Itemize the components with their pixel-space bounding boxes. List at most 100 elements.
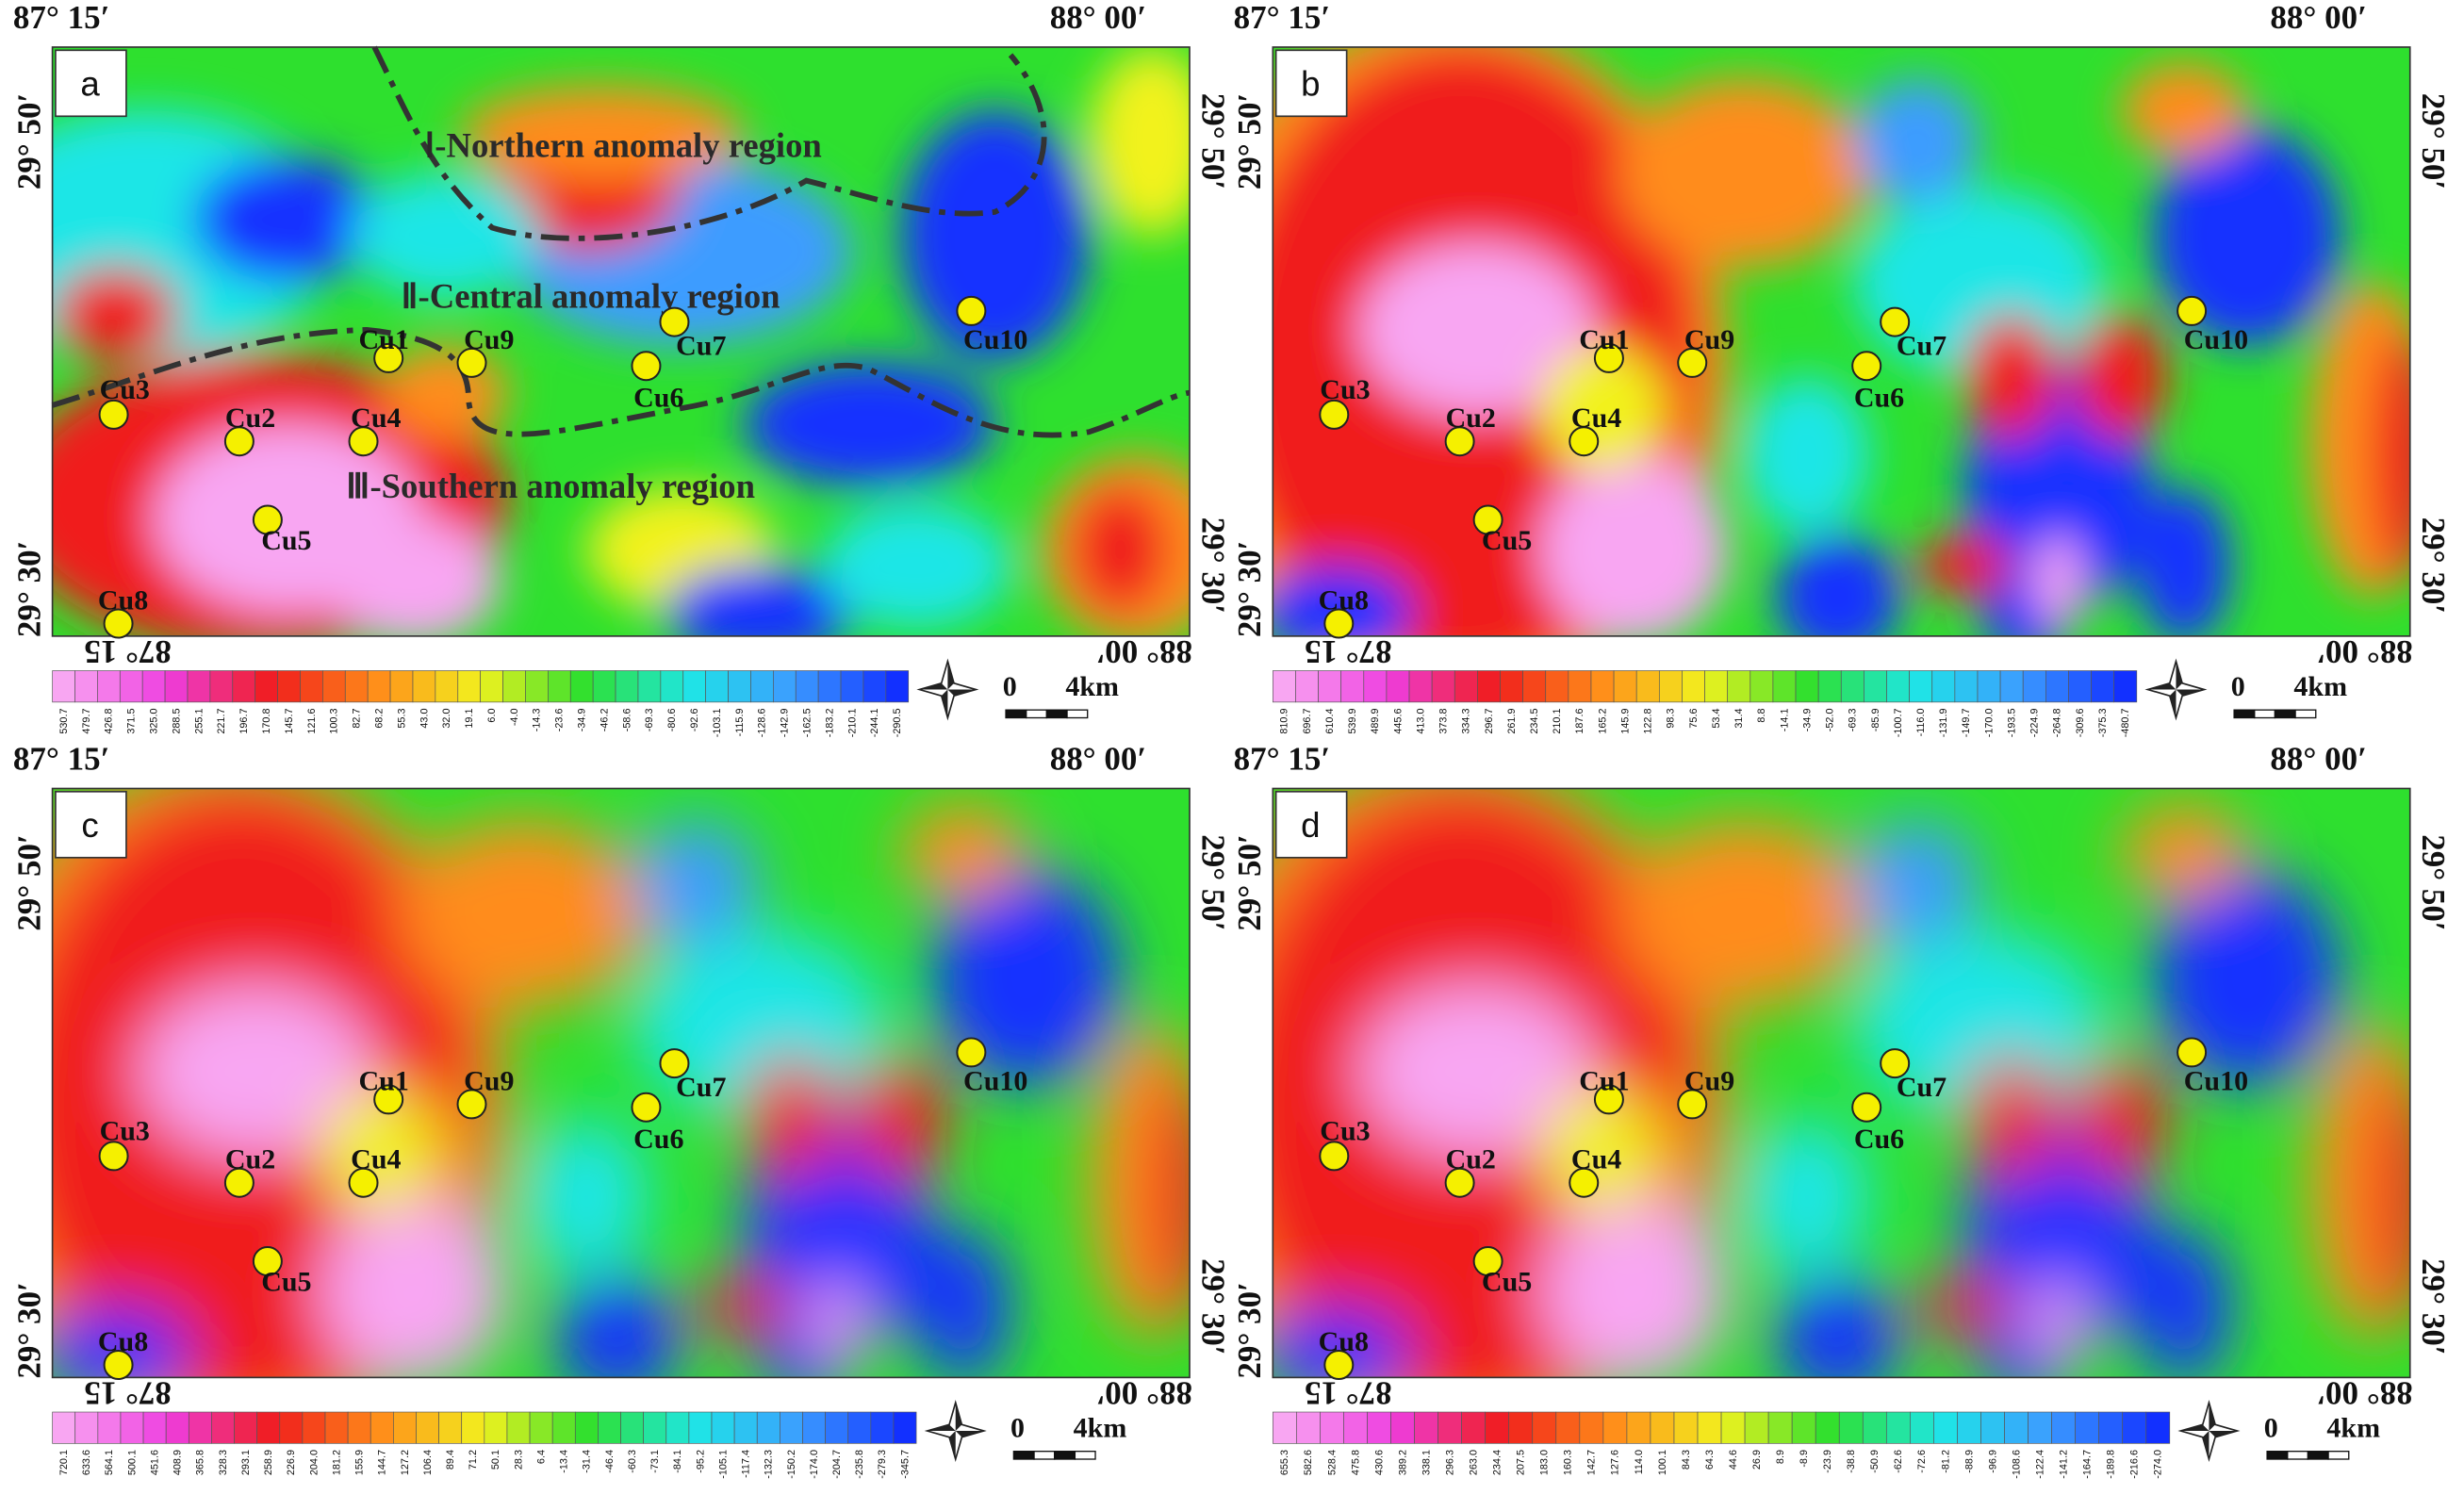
colorbar-swatch <box>1363 670 1388 703</box>
colorbar-label: 98.3 <box>1666 709 1677 729</box>
colorbar-swatch <box>1477 670 1501 703</box>
anomaly-blob <box>1539 1196 1729 1378</box>
deposit-label: Cu6 <box>633 383 683 414</box>
deposit-marker <box>1472 1246 1503 1277</box>
deposit-label: Cu10 <box>2184 324 2248 355</box>
colorbar-swatch <box>1272 670 1296 703</box>
colorbar-label: 196.7 <box>238 709 250 734</box>
colorbar-swatch <box>370 1411 394 1444</box>
scale-bar <box>1026 709 1048 719</box>
colorbar-swatch <box>1704 670 1729 703</box>
colorbar-swatch <box>643 1411 667 1444</box>
colorbar-swatch <box>1626 1411 1651 1444</box>
colorbar-swatch <box>1886 670 1910 703</box>
colorbar-label: -189.8 <box>2106 1450 2117 1479</box>
scale-bar <box>2327 1451 2350 1460</box>
colorbar-label: -131.9 <box>1938 709 1949 738</box>
deposit-label: Cu4 <box>351 1144 401 1175</box>
deposit-label: Cu6 <box>1854 383 1904 414</box>
north-arrow <box>2144 658 2208 721</box>
deposit-marker <box>1569 1167 1600 1198</box>
coord-label: 88° 00′ <box>1050 740 1147 777</box>
anomaly-field <box>52 47 1191 636</box>
colorbar-swatch <box>1954 670 1979 703</box>
region-label: Ⅱ-Central anomaly region <box>402 277 780 316</box>
colorbar-label: 55.3 <box>396 709 407 729</box>
colorbar-swatch <box>120 1411 144 1444</box>
colorbar-label: 68.2 <box>373 709 385 729</box>
colorbar-swatch <box>367 670 391 703</box>
colorbar-swatch <box>705 670 729 703</box>
colorbar-label: 181.2 <box>331 1450 342 1475</box>
deposit-label: Cu6 <box>633 1124 683 1155</box>
colorbar-label: 720.1 <box>58 1450 70 1475</box>
colorbar-label: -309.6 <box>2075 709 2086 738</box>
colorbar-label: -34.9 <box>577 709 588 732</box>
scale-bar <box>1033 1451 1056 1460</box>
colorbar-swatch <box>1590 670 1615 703</box>
deposit-label: Cu3 <box>100 374 150 405</box>
colorbar-swatch <box>1485 1411 1510 1444</box>
deposit-marker <box>348 426 379 457</box>
deposit-label: Cu1 <box>359 324 409 355</box>
deposit-marker <box>103 608 134 639</box>
colorbar-swatch <box>1658 670 1683 703</box>
colorbar-label: -88.9 <box>1963 1450 1975 1473</box>
scale-bar <box>1066 709 1089 719</box>
deposit-marker <box>1593 342 1624 373</box>
colorbar-swatch <box>164 670 189 703</box>
colorbar-label: 170.8 <box>261 709 272 734</box>
colorbar-label: -81.2 <box>1940 1450 1951 1473</box>
colorbar-label: -50.9 <box>1869 1450 1881 1473</box>
colorbar-swatch <box>1864 670 1887 703</box>
colorbar-label: -279.3 <box>877 1450 888 1479</box>
colorbar-label: -480.7 <box>2120 709 2131 738</box>
anomaly-blob <box>319 1196 508 1378</box>
scale-label: 4km <box>2293 671 2347 702</box>
deposit-label: Cu2 <box>225 402 275 434</box>
colorbar-swatch <box>416 1411 439 1444</box>
colorbar-label: 530.7 <box>58 709 70 734</box>
colorbar-swatch <box>620 1411 644 1444</box>
colorbar-label: 89.4 <box>445 1450 456 1470</box>
colorbar-swatch <box>209 670 234 703</box>
panel-label-box <box>1274 49 1348 118</box>
colorbar-label: -23.6 <box>554 709 566 732</box>
colorbar-swatch <box>1367 1411 1391 1444</box>
colorbar-swatch <box>1840 670 1864 703</box>
colorbar-label: -85.9 <box>1870 709 1881 732</box>
coord-label: 88° 00′ <box>2316 1374 2413 1411</box>
map-frame <box>51 46 1191 637</box>
colorbar-label: 165.2 <box>1597 709 1608 734</box>
colorbar-swatch <box>232 670 256 703</box>
coord-label: 87° 15′ <box>1234 740 1331 777</box>
scale-label: 4km <box>2326 1413 2380 1444</box>
deposit-label: Cu8 <box>98 585 148 616</box>
colorbar-swatch <box>756 1411 780 1444</box>
deposit-marker <box>1880 306 1911 337</box>
anomaly-blob <box>665 565 854 636</box>
colorbar-label: -73.1 <box>649 1450 661 1473</box>
colorbar-swatch <box>1340 670 1365 703</box>
colorbar-label: 445.6 <box>1392 709 1404 734</box>
colorbar-label: 31.4 <box>1733 709 1745 729</box>
colorbar-label: -72.6 <box>1916 1450 1928 1473</box>
colorbar-label: -224.9 <box>2029 709 2041 738</box>
region-label: Ⅲ-Southern anomaly region <box>346 467 755 505</box>
anomaly-blob <box>1273 1306 1415 1378</box>
scale-bar <box>1054 1451 1076 1460</box>
colorbar-label: -345.7 <box>899 1450 911 1479</box>
deposit-label: Cu7 <box>1897 1072 1947 1103</box>
coord-label: 29° 50′ <box>1194 93 1231 190</box>
scale-label: 0 <box>1003 671 1017 702</box>
map-panel: d 87° 15′ 88° 00′ 29° 50′ 29° 30′ 29° 50′ 29° … <box>1231 740 2452 1479</box>
colorbar-label: 71.2 <box>468 1450 479 1470</box>
anomaly-blob <box>2136 486 2231 636</box>
scale-bar <box>2307 1451 2329 1460</box>
colorbar-swatch <box>1500 670 1523 703</box>
coord-label: 29° 50′ <box>1194 834 1231 931</box>
colorbar-label: 325.0 <box>148 709 159 734</box>
deposit-marker <box>1677 347 1708 378</box>
deposit-label: Cu5 <box>1482 1267 1532 1298</box>
